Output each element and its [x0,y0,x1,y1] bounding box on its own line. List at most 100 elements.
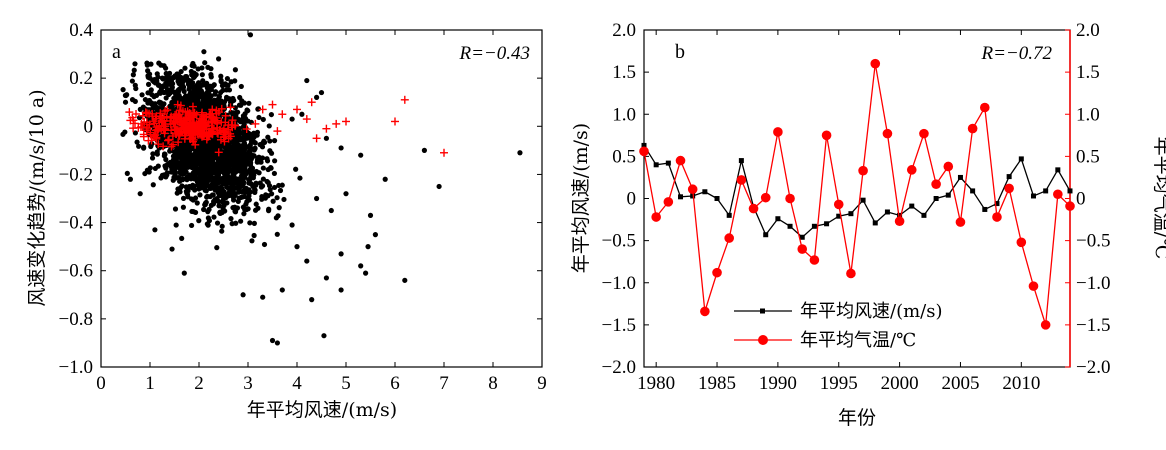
scatter-point-dot [156,82,162,88]
scatter-point-dot [260,294,266,300]
scatter-point-dot [261,241,268,248]
scatter-point-plus [130,119,139,128]
scatter-point-dot [297,175,303,181]
series-wind-speed-point [714,196,720,201]
scatter-point-dot [382,176,388,182]
scatter-point-plus [273,127,282,136]
scatter-point-dot [363,270,369,276]
panel-b-left-y-tick-label: 1.5 [612,62,636,83]
panel-a-x-tick-label: 7 [439,373,449,394]
scatter-point-dot [181,158,187,165]
scatter-point-dot [274,231,280,237]
scatter-point-dot [198,180,204,186]
scatter-point-dot [161,101,167,107]
scatter-point-dot [208,93,214,99]
scatter-point-plus [173,100,182,109]
scatter-point-dot [208,66,214,72]
scatter-point-dot [421,147,427,153]
series-temperature-point [760,192,771,203]
series-temperature-point [748,203,759,214]
series-temperature-point [1065,201,1075,211]
scatter-point-dot [207,193,213,200]
legend-temp-label: 年平均气温/℃ [800,330,916,351]
scatter-point-dot [161,151,168,157]
series-wind-speed-point [1067,188,1073,194]
panel-b-left-y-tick-label: 2.0 [612,20,636,41]
scatter-point-plus [221,111,230,120]
scatter-point-dot [208,185,214,191]
scatter-point-dot [242,166,248,172]
scatter-point-dot [260,165,266,171]
scatter-point-dot [131,67,137,73]
scatter-point-dot [132,61,138,67]
scatter-point-plus [224,121,233,130]
panel-a-x-tick-label: 8 [488,373,498,394]
scatter-point-plus [152,112,161,121]
panel-b-legend: 年平均风速/(m/s) 年平均气温/℃ [734,301,942,351]
scatter-point-dot [193,72,199,78]
panel-a-scatter: 0 1 2 3 4 5 6 7 8 9 0.4 0.2 0 −0.2 −0.4 −0.6 −0.8 −1.0 a… [26,20,547,421]
scatter-point-dot [323,275,329,281]
scatter-point-plus [216,126,225,135]
scatter-point-dot [158,175,164,181]
scatter-point-dot [231,162,237,168]
panel-b-left-y-tick-label: −1.5 [602,315,636,336]
panel-b-left-y-tick-label: 0.5 [612,146,636,167]
scatter-point-dot [141,144,147,150]
scatter-point-plus [312,134,321,143]
scatter-point-plus [195,121,204,130]
scatter-point-dot [225,167,231,173]
scatter-point-dot [175,151,181,158]
panel-b-x-tick-label: 1980 [637,373,675,394]
scatter-point-dot [246,176,252,183]
series-wind-speed-point [836,213,842,219]
scatter-point-dot [208,202,214,208]
scatter-point-plus [154,140,163,149]
panel-b-label: b [675,41,685,63]
scatter-point-dot [323,135,329,141]
series-wind-speed-point [970,188,976,194]
scatter-point-dot [180,204,186,210]
scatter-point-dot [203,188,209,194]
scatter-point-dot [134,139,140,145]
scatter-point-dot [120,131,126,137]
scatter-point-plus [189,130,198,139]
scatter-point-dot [199,72,205,78]
scatter-point-dot [265,193,271,199]
series-temperature-point [675,155,686,166]
series-temperature-point [1040,320,1051,330]
series-wind-speed-point [653,162,659,168]
series-temperature-point [687,184,698,195]
scatter-point-dot [137,106,143,112]
scatter-point-dot [186,161,192,167]
scatter-point-dot [169,103,175,109]
scatter-point-dot [199,65,205,71]
scatter-point-dot [166,80,172,86]
scatter-point-dot [174,190,180,196]
scatter-point-dot [178,68,184,75]
scatter-point-dot [245,108,251,114]
scatter-point-plus [157,118,166,127]
series-wind-speed-point [1043,188,1049,194]
scatter-point-dot [238,218,244,224]
series-wind-speed-point [738,158,744,164]
scatter-point-dot [235,179,241,185]
scatter-point-dot [166,88,172,94]
scatter-point-dot [200,78,206,84]
series-wind-speed-point [799,234,805,240]
series-wind-speed-point [726,212,732,218]
series-wind-speed-point [872,220,878,226]
scatter-point-plus [214,108,223,117]
scatter-point-plus [228,116,237,125]
scatter-point-dot [201,49,207,55]
scatter-point-dot [139,92,145,98]
scatter-point-plus [217,118,226,127]
panel-a-y-tick-label: −0.6 [59,261,93,282]
scatter-point-dot [120,87,126,93]
scatter-point-dot [271,138,278,144]
scatter-point-dot [289,222,295,228]
scatter-point-dot [205,158,211,164]
scatter-point-dot [216,56,222,62]
scatter-point-dot [198,169,204,175]
